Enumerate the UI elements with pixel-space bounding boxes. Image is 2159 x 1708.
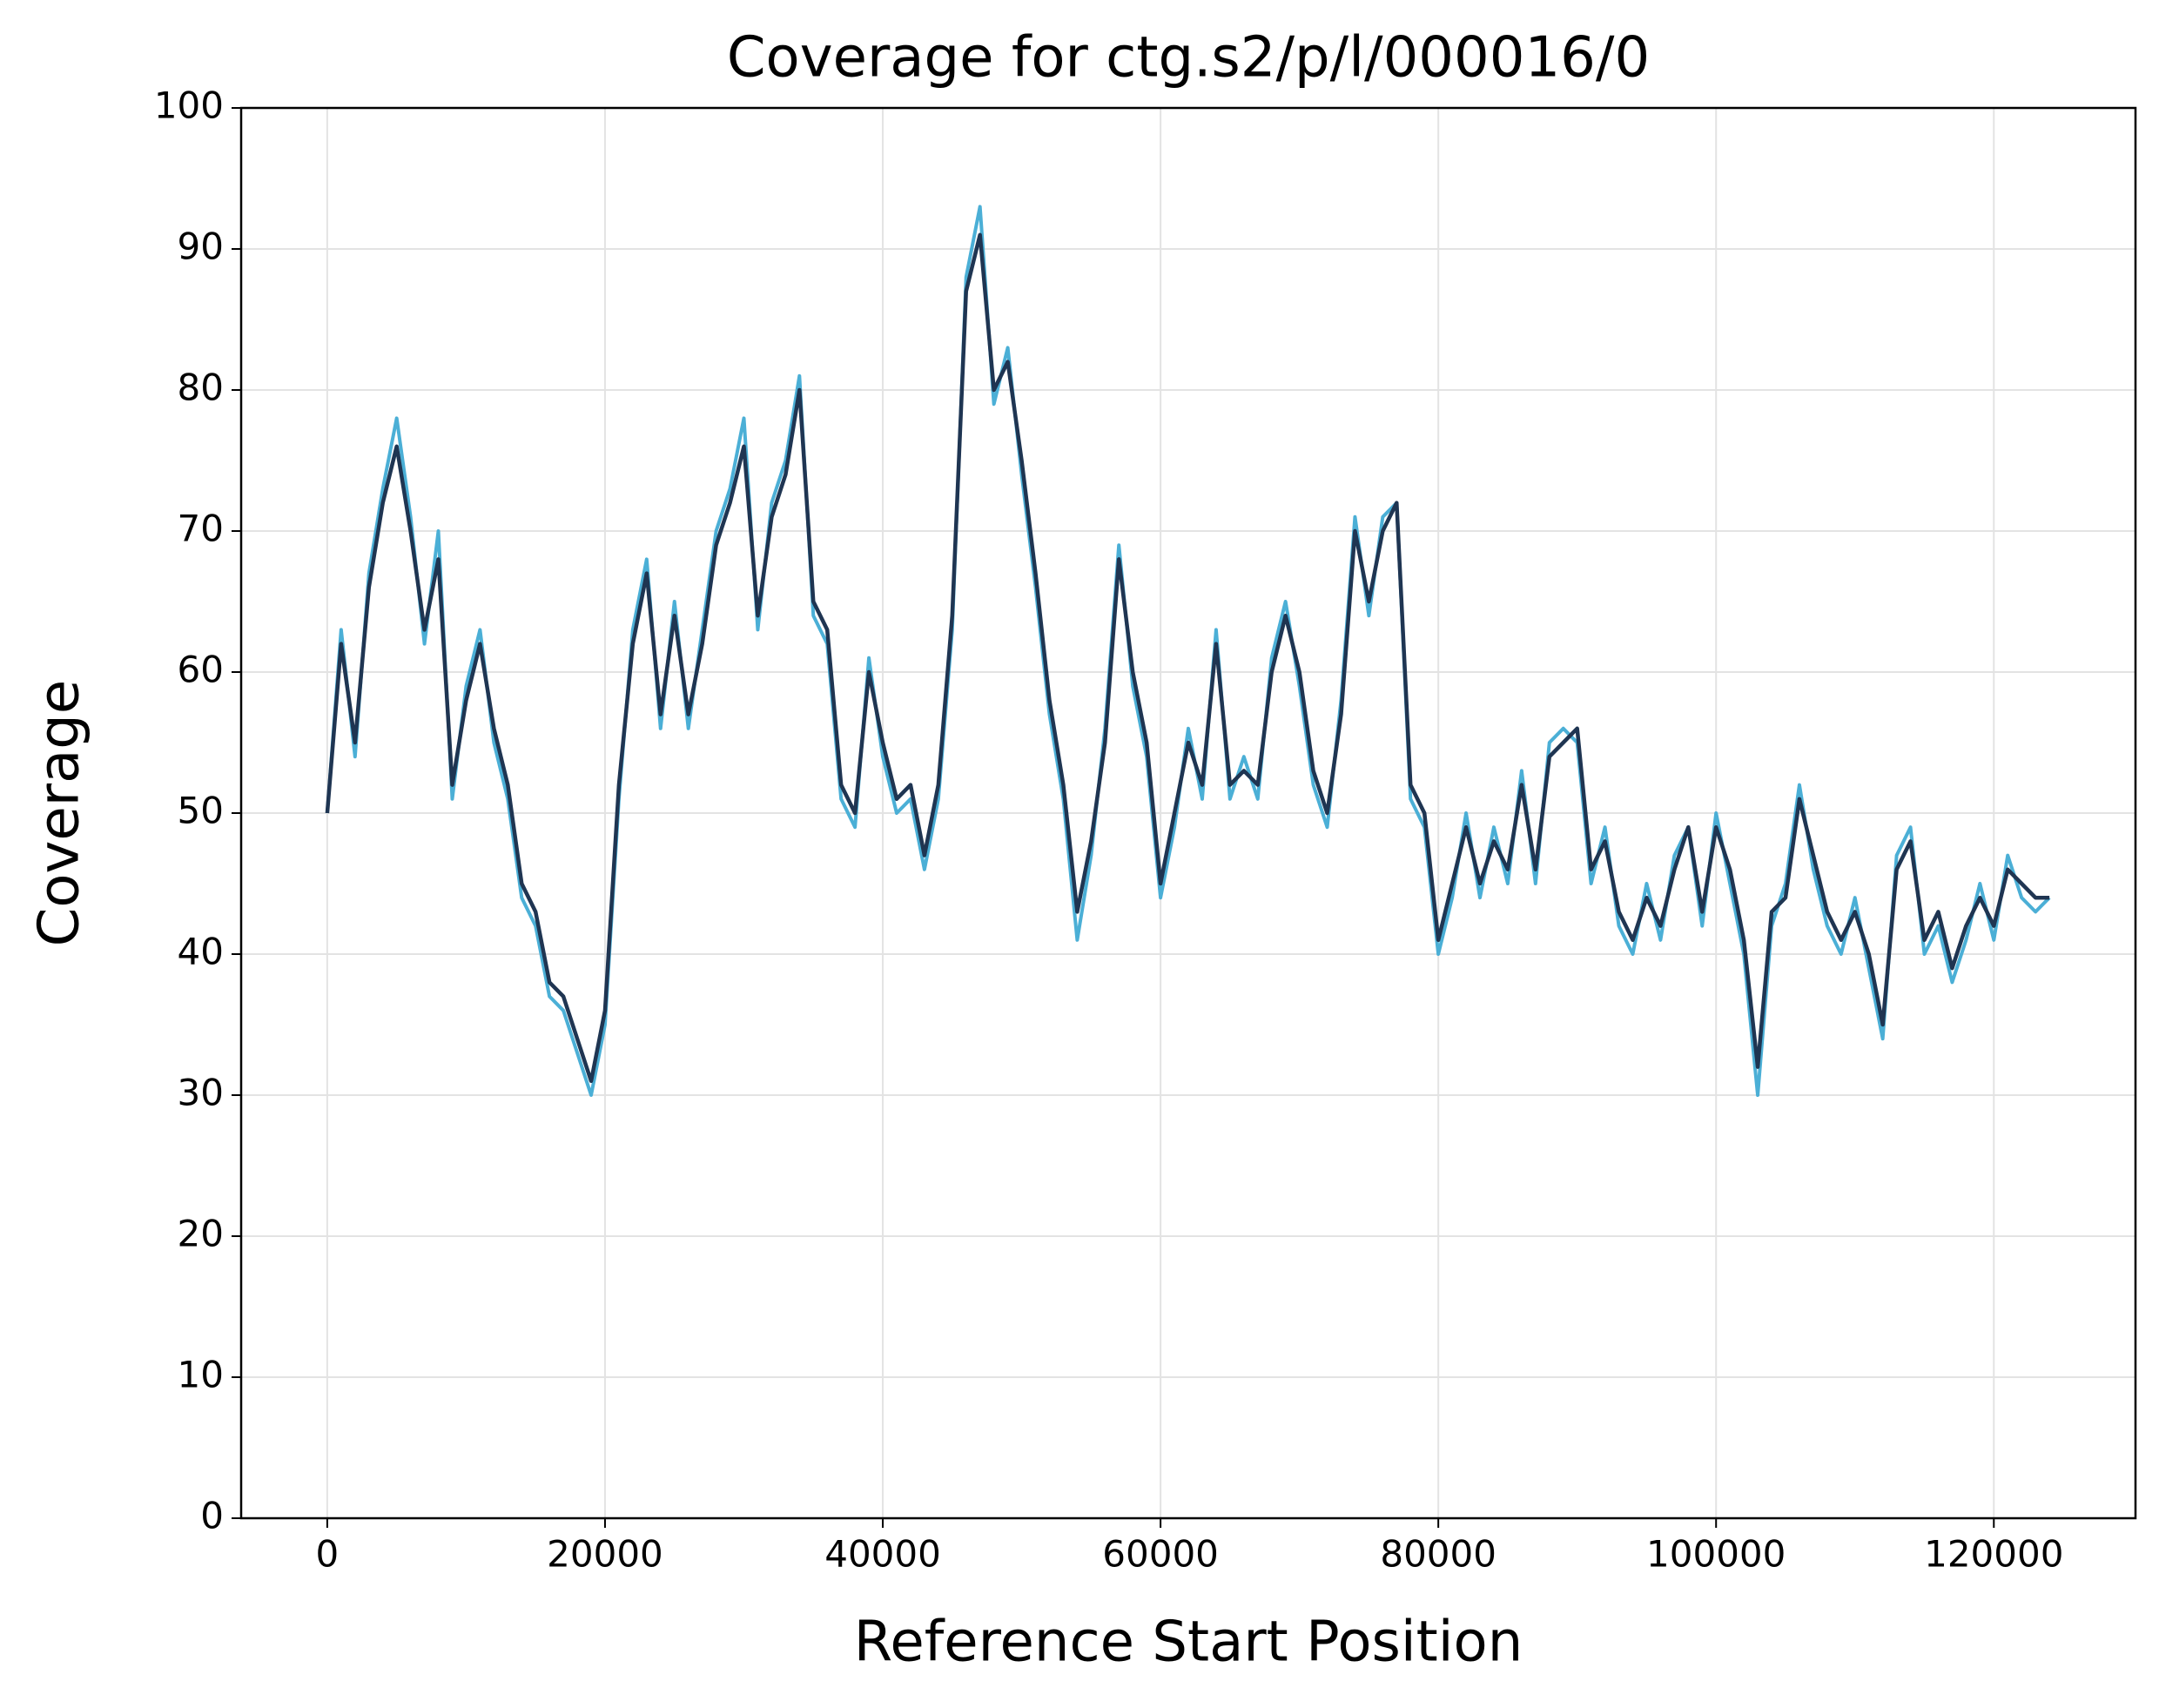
x-tick-label: 120000	[1924, 1533, 2063, 1576]
x-axis-label: Reference Start Position	[854, 1610, 1523, 1675]
y-tick-label: 60	[178, 649, 224, 691]
y-tick-label: 40	[178, 931, 224, 973]
x-tick-label: 60000	[1102, 1533, 1219, 1576]
x-tick-label: 40000	[824, 1533, 941, 1576]
y-tick-label: 70	[178, 508, 224, 550]
x-tick-label: 100000	[1646, 1533, 1786, 1576]
y-tick-label: 90	[178, 225, 224, 268]
chart-title: Coverage for ctg.s2/p/l/000016/0	[727, 26, 1650, 91]
y-tick-label: 10	[178, 1354, 224, 1396]
x-tick-label: 0	[316, 1533, 340, 1576]
y-tick-label: 80	[178, 366, 224, 409]
plot-frame	[239, 106, 2137, 1520]
coverage-line	[325, 232, 2050, 1084]
y-axis-label: Coverage	[28, 680, 92, 947]
y-tick-label: 20	[178, 1213, 224, 1255]
x-tick-label: 20000	[547, 1533, 663, 1576]
x-tick-label: 80000	[1380, 1533, 1497, 1576]
y-tick-label: 0	[200, 1495, 224, 1537]
y-tick-label: 100	[154, 84, 224, 127]
y-tick-label: 50	[178, 790, 224, 832]
y-tick-label: 30	[178, 1072, 224, 1114]
